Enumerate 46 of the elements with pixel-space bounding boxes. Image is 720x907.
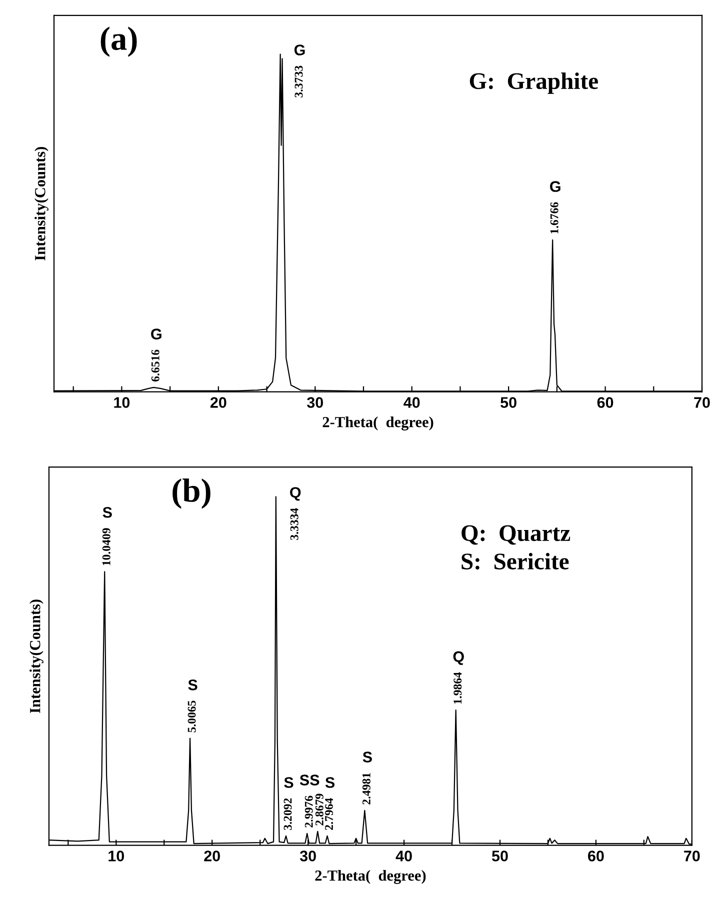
annotation: (b) xyxy=(172,478,210,509)
x-tick-label: 40 xyxy=(404,397,420,408)
annotation: S xyxy=(102,506,112,518)
x-axis-title: 2-Theta( degree) xyxy=(315,870,426,884)
annotation: 1.9864 xyxy=(454,672,462,704)
y-axis-title: Intensity(Counts) xyxy=(34,146,48,260)
annotation: 3.2092 xyxy=(284,798,292,830)
annotation: S xyxy=(325,777,335,788)
annotation: (a) xyxy=(100,26,137,57)
annotation: S xyxy=(188,680,198,690)
x-axis-title: 2-Theta( degree) xyxy=(322,416,434,430)
annotation: 2.9976 xyxy=(304,796,313,828)
annotation: G: Graphite xyxy=(470,72,598,94)
x-tick-label: 40 xyxy=(396,850,412,862)
annotation: 3.3334 xyxy=(290,508,298,540)
annotation: S xyxy=(284,777,294,788)
annotation: 3.3733 xyxy=(294,66,303,98)
annotation: Q xyxy=(290,487,301,501)
x-tick-label: 70 xyxy=(684,850,700,862)
x-tick-label: 10 xyxy=(114,397,130,408)
x-tick-label: 30 xyxy=(306,397,324,408)
annotation: 6.6516 xyxy=(151,350,160,382)
annotation: 10.0409 xyxy=(102,528,110,566)
annotation: 2.8679 xyxy=(315,794,324,826)
annotation: 2.7964 xyxy=(325,798,334,830)
y-axis-title: Intensity(Counts) xyxy=(30,600,44,713)
x-tick-label: 70 xyxy=(694,397,710,408)
x-tick-label: 60 xyxy=(588,850,604,862)
x-tick-label: 30 xyxy=(300,850,316,862)
x-tick-label: 50 xyxy=(492,850,508,862)
annotation: G xyxy=(151,328,162,340)
x-tick-label: 20 xyxy=(210,397,226,408)
annotation: Q xyxy=(453,651,464,665)
annotation: SS xyxy=(300,774,320,786)
annotation: Q: Quartz xyxy=(462,525,570,545)
annotation: G xyxy=(294,44,305,56)
annotation: S: Sericite xyxy=(462,552,569,570)
annotation: 2.4981 xyxy=(362,773,370,804)
annotation: G xyxy=(550,181,560,192)
x-tick-label: 50 xyxy=(500,397,516,408)
annotation: 5.0065 xyxy=(188,700,196,732)
x-tick-label: 60 xyxy=(597,397,614,408)
annotation: 1.6766 xyxy=(550,202,558,234)
annotation: S xyxy=(362,752,372,762)
x-tick-label: 20 xyxy=(204,850,220,862)
x-tick-label: 10 xyxy=(108,850,124,862)
